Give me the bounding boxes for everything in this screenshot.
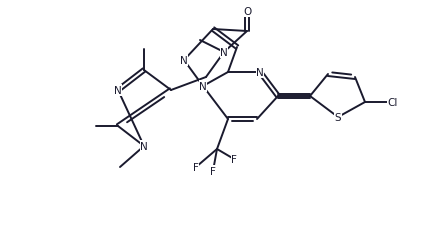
Text: F: F <box>210 166 216 176</box>
Text: S: S <box>335 113 341 122</box>
Text: O: O <box>243 7 251 17</box>
Text: N: N <box>220 48 228 58</box>
Text: O: O <box>243 7 251 17</box>
Text: N: N <box>180 56 188 66</box>
Text: F: F <box>193 162 199 172</box>
Text: N: N <box>140 141 148 151</box>
Text: N: N <box>199 82 207 92</box>
Text: Cl: Cl <box>388 98 398 108</box>
Text: N: N <box>114 86 122 96</box>
Text: N: N <box>220 48 228 58</box>
Text: F: F <box>231 154 237 164</box>
Text: N: N <box>256 68 264 78</box>
